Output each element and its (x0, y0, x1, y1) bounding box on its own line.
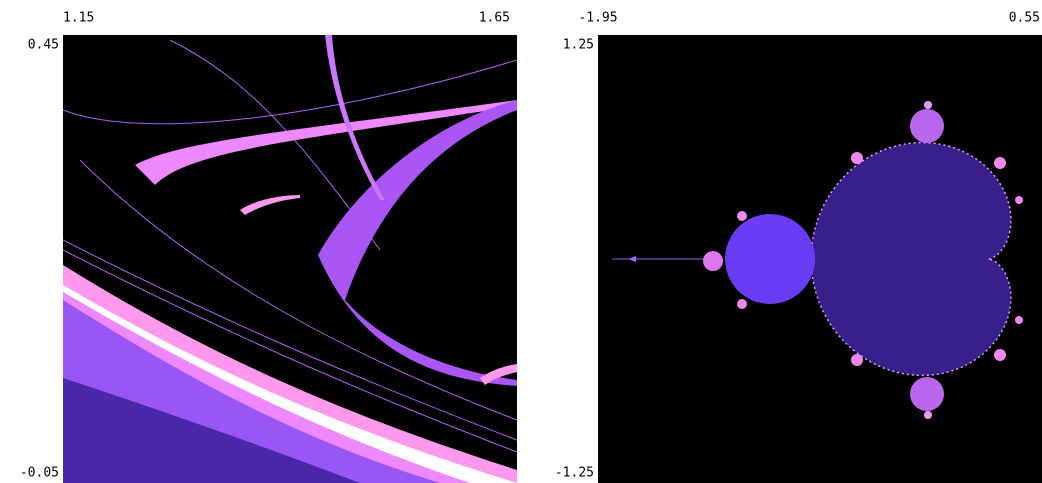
y-label: -1.25 (555, 466, 594, 481)
x-label: 0.55 (1009, 11, 1040, 26)
x-label: 1.65 (479, 11, 510, 26)
y-label: 0.45 (28, 38, 59, 53)
viewer: 1.15 1.65 0.45 -0.05 -1.95 0.55 1.25 -1.… (0, 0, 1042, 483)
page: {"panels": [ {"x_labels": [1.15, 1.65], … (0, 0, 1042, 483)
x-label: 1.15 (63, 11, 94, 26)
x-label: -1.95 (578, 11, 617, 26)
fractal-image-left (63, 35, 517, 483)
y-label: 1.25 (563, 38, 594, 53)
y-label: -0.05 (20, 466, 59, 481)
fractal-image-right (598, 35, 1042, 483)
